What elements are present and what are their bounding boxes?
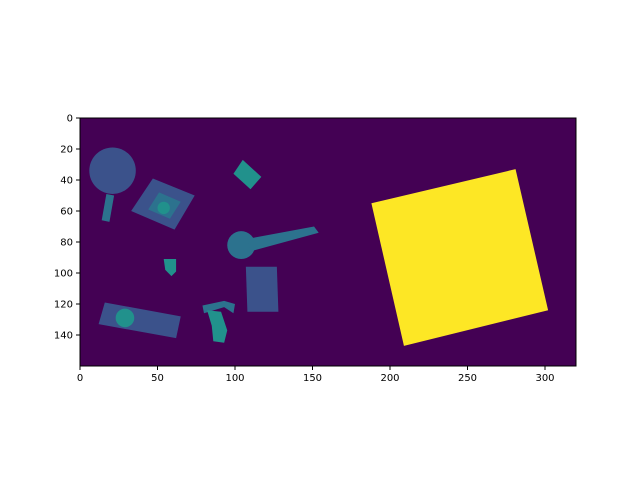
region-racket-handle — [247, 226, 319, 252]
plot-frame — [79, 117, 577, 367]
region-tilted-square-dot — [157, 201, 170, 215]
axis-ticks: 0 50 100 150 200 250 300 0 20 40 60 80 100 120 140 — [54, 114, 555, 385]
y-tick-label: 20 — [60, 145, 73, 156]
x-tick-label: 250 — [458, 373, 477, 384]
y-tick-label: 60 — [60, 207, 73, 218]
region-round-head — [89, 147, 136, 194]
y-tick-label: 100 — [54, 269, 73, 280]
x-tick-label: 0 — [77, 373, 83, 384]
region-bar-leg — [207, 310, 228, 343]
region-large-square — [371, 169, 549, 346]
region-bar-top — [202, 300, 235, 314]
y-tick-label: 120 — [54, 300, 73, 311]
x-tick-label: 300 — [535, 373, 554, 384]
region-bottom-rect-dot — [115, 308, 135, 328]
y-tick-label: 80 — [60, 238, 73, 249]
y-tick-label: 140 — [54, 331, 73, 342]
x-tick-label: 100 — [225, 373, 244, 384]
x-tick-label: 50 — [151, 373, 164, 384]
y-tick-label: 0 — [67, 114, 73, 125]
region-upright-rect — [245, 266, 279, 312]
x-tick-label: 150 — [303, 373, 322, 384]
region-racket-head — [227, 231, 256, 260]
heatmap-image — [80, 118, 576, 366]
x-tick-label: 200 — [380, 373, 399, 384]
region-small-blob — [163, 259, 177, 277]
y-tick-label: 40 — [60, 176, 73, 187]
region-round-handle — [101, 193, 115, 222]
region-small-diamond — [233, 159, 262, 190]
